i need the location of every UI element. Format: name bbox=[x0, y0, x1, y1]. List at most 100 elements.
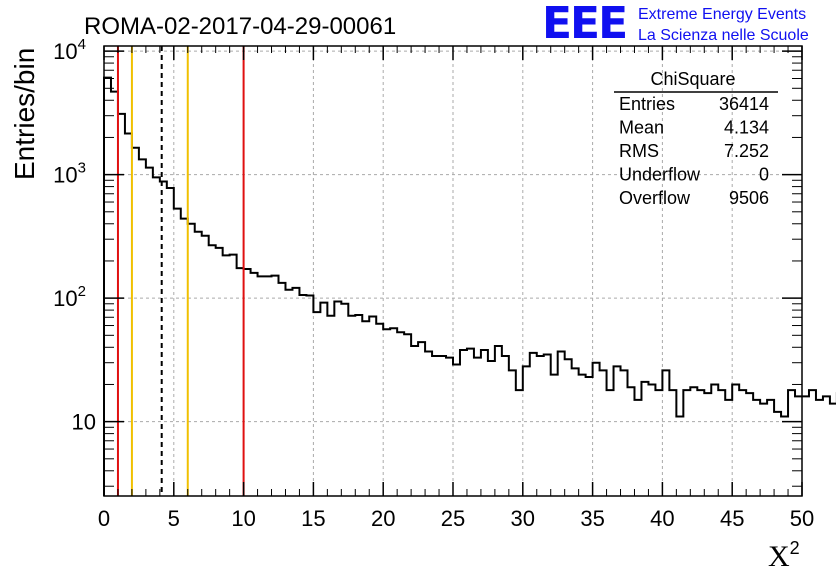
histogram-bin bbox=[767, 400, 774, 496]
histogram-bin bbox=[418, 342, 425, 496]
histogram-bin bbox=[439, 356, 446, 496]
stats-row-value: 4.134 bbox=[724, 118, 769, 138]
logo-line1: Extreme Energy Events bbox=[638, 6, 806, 23]
histogram-bin bbox=[621, 370, 628, 496]
stats-row-label: Mean bbox=[619, 118, 664, 138]
histogram-bin bbox=[690, 387, 697, 496]
histogram-bin bbox=[279, 283, 286, 496]
x-tick-label: 20 bbox=[371, 506, 395, 531]
histogram-bin bbox=[481, 350, 488, 496]
marker-lines bbox=[116, 46, 245, 496]
stats-box: ChiSquare Entries 36414 Mean 4.134 RMS 7.252 U… bbox=[614, 69, 778, 208]
stats-row-label: RMS bbox=[619, 141, 659, 161]
histogram-bin bbox=[383, 329, 390, 496]
histogram-bin bbox=[223, 255, 230, 496]
histogram-bin bbox=[313, 312, 320, 496]
eee-logo: EEE Extreme Energy Events La Scienza nel… bbox=[542, 0, 809, 49]
histogram-bin bbox=[746, 393, 753, 496]
y-tick-label-base: 10 bbox=[53, 163, 77, 188]
stats-row-value: 36414 bbox=[719, 94, 769, 114]
histogram-bin bbox=[446, 358, 453, 496]
histogram-bin bbox=[802, 396, 809, 496]
histogram-bin bbox=[285, 290, 292, 496]
histogram-bin bbox=[739, 390, 746, 496]
histogram-bin bbox=[816, 400, 823, 496]
histogram-bin bbox=[488, 361, 495, 496]
chart-title: ROMA-02-2017-04-29-00061 bbox=[84, 13, 396, 40]
histogram-bin bbox=[139, 159, 146, 496]
histogram-bin bbox=[614, 366, 621, 496]
stats-row-value: 9506 bbox=[729, 188, 769, 208]
histogram-bin bbox=[683, 390, 690, 496]
histogram-bin bbox=[230, 255, 237, 496]
stats-row-label: Underflow bbox=[619, 165, 701, 185]
histogram-bin bbox=[209, 245, 216, 496]
x-axis-label-exp: 2 bbox=[790, 538, 800, 558]
y-tick-label: 104 bbox=[53, 36, 86, 64]
histogram-bin bbox=[676, 417, 683, 496]
histogram-bin bbox=[607, 390, 614, 496]
histogram-bin bbox=[600, 370, 607, 496]
y-tick-label: 10 bbox=[72, 410, 96, 435]
y-axis-label: Entries/bin bbox=[9, 48, 40, 180]
x-tick-label: 15 bbox=[301, 506, 325, 531]
histogram-bin bbox=[516, 390, 523, 496]
logo-line2: La Scienza nelle Scuole bbox=[638, 27, 809, 44]
x-tick-label: 45 bbox=[720, 506, 744, 531]
y-tick-label-exp: 3 bbox=[78, 160, 86, 177]
y-tick-label: 102 bbox=[53, 283, 86, 311]
histogram-bin bbox=[265, 276, 272, 496]
histogram-bin bbox=[341, 304, 348, 496]
histogram-bin bbox=[174, 209, 181, 496]
y-tick-label-base: 10 bbox=[72, 410, 96, 435]
histogram-bin bbox=[292, 288, 299, 496]
x-tick-label: 25 bbox=[441, 506, 465, 531]
histogram-bin bbox=[697, 390, 704, 496]
histogram-bin bbox=[146, 168, 153, 496]
x-tick-label: 35 bbox=[580, 506, 604, 531]
histogram-bin bbox=[641, 382, 648, 496]
x-tick-label: 40 bbox=[650, 506, 674, 531]
histogram-bin bbox=[299, 295, 306, 496]
histogram-bin bbox=[530, 353, 537, 496]
histogram-bin bbox=[467, 349, 474, 496]
histogram-bin bbox=[327, 316, 334, 496]
histogram-bin bbox=[390, 328, 397, 496]
y-tick-label: 103 bbox=[53, 160, 86, 188]
stats-row-label: Overflow bbox=[619, 188, 691, 208]
histogram-bin bbox=[572, 368, 579, 496]
histogram-bin bbox=[537, 356, 544, 496]
histogram-bin bbox=[202, 236, 209, 496]
histogram-bin bbox=[774, 412, 781, 496]
x-tick-label: 5 bbox=[168, 506, 180, 531]
histogram-bin bbox=[334, 301, 341, 496]
histogram-bin bbox=[460, 350, 467, 496]
histogram-bin bbox=[251, 273, 258, 496]
histogram-bin bbox=[188, 224, 195, 496]
histogram-bin bbox=[195, 232, 202, 496]
histogram-bin bbox=[753, 400, 760, 496]
histogram-bin bbox=[258, 276, 265, 496]
histogram-bin bbox=[502, 356, 509, 496]
histogram-bin bbox=[320, 303, 327, 496]
histogram-bin bbox=[593, 363, 600, 496]
x-tick-label: 50 bbox=[790, 506, 814, 531]
histogram bbox=[103, 76, 836, 496]
histogram-bin bbox=[711, 384, 718, 496]
stats-row-value: 7.252 bbox=[724, 141, 769, 161]
grid bbox=[104, 46, 802, 496]
stats-row-value: 0 bbox=[759, 165, 769, 185]
histogram-bin bbox=[823, 396, 830, 496]
histogram-bin bbox=[411, 346, 418, 496]
histogram-bin bbox=[544, 354, 551, 496]
histogram-bin bbox=[237, 268, 244, 496]
histogram-bin bbox=[634, 400, 641, 496]
histogram-bin bbox=[669, 390, 676, 496]
histogram-bin bbox=[586, 377, 593, 496]
histogram-bin bbox=[425, 351, 432, 496]
stats-title: ChiSquare bbox=[650, 69, 735, 89]
histogram-bin bbox=[725, 400, 732, 496]
histogram-bin bbox=[781, 417, 788, 496]
histogram-bin bbox=[655, 390, 662, 496]
histogram-bin bbox=[369, 317, 376, 496]
